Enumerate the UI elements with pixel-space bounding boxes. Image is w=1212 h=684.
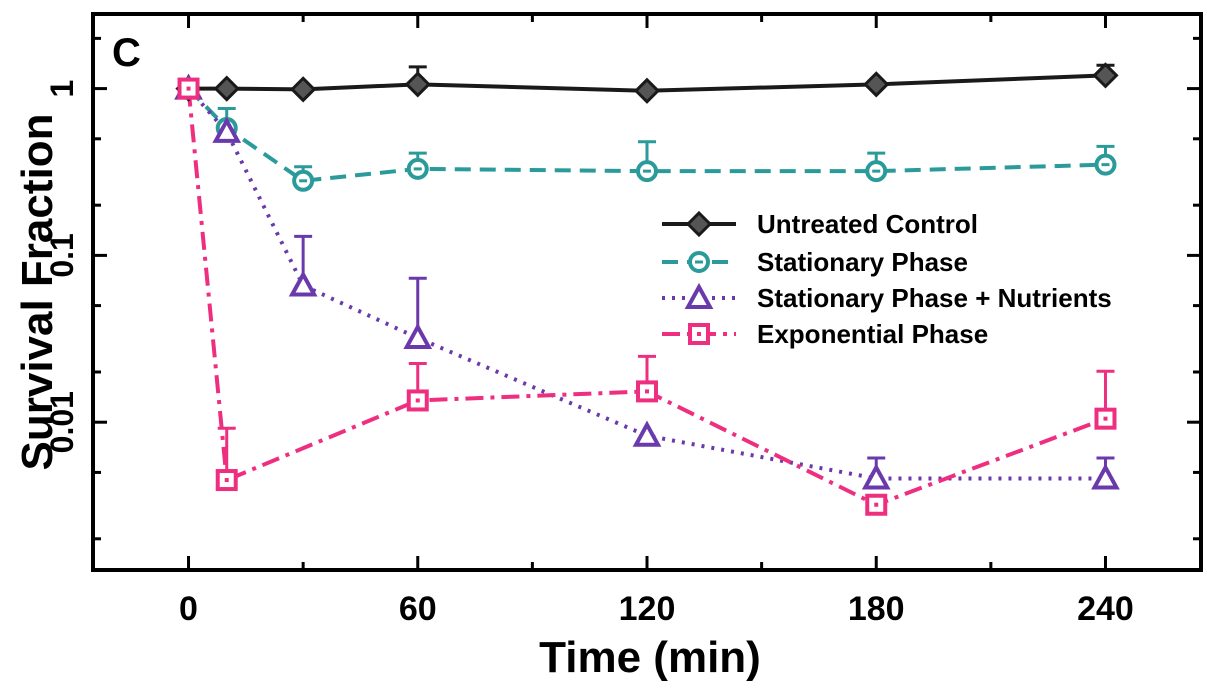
legend-label: Exponential Phase <box>757 319 988 349</box>
triangle-marker <box>288 270 318 297</box>
error-bars <box>217 63 1115 481</box>
legend-label: Stationary Phase <box>757 247 968 277</box>
legend-diamond-marker <box>685 210 713 238</box>
x-axis-title: Time (min) <box>539 633 761 682</box>
diamond-marker <box>863 71 890 98</box>
square-marker-center <box>697 332 701 336</box>
legend-triangle-marker <box>684 282 714 309</box>
triangle-marker <box>632 420 662 447</box>
y-tick-label: 0.1 <box>44 233 80 277</box>
series-line-3 <box>186 88 1107 507</box>
square-marker-center <box>1103 416 1108 421</box>
x-tick-label: 240 <box>1077 590 1134 628</box>
legend-label: Untreated Control <box>757 209 978 239</box>
x-tick-label: 60 <box>399 590 437 628</box>
data-markers <box>174 62 1120 516</box>
triangle-marker <box>861 463 891 490</box>
y-tick-labels: 1 0.1 0.01 <box>44 80 80 454</box>
y-axis-title: Survival Fraction <box>13 113 62 470</box>
x-tick-label: 0 <box>179 590 198 628</box>
square-marker-center <box>645 389 649 394</box>
x-tick-label: 120 <box>619 590 676 628</box>
legend-label: Stationary Phase + Nutrients <box>757 283 1112 313</box>
x-tick-labels: 0 60 120 180 240 <box>179 590 1134 628</box>
square-marker-center <box>874 502 879 507</box>
square-marker-center <box>186 86 191 91</box>
triangle-marker <box>1091 463 1120 490</box>
diamond-marker <box>633 77 661 104</box>
square-marker-center <box>224 478 229 483</box>
legend: Untreated Control Stationary Phase Station… <box>662 209 1112 349</box>
triangle-marker <box>403 322 433 349</box>
triangle-marker <box>212 116 242 143</box>
y-tick-label: 0.01 <box>44 391 80 453</box>
y-tick-label: 1 <box>44 80 80 98</box>
diamond-marker <box>290 76 317 103</box>
diamond-marker <box>213 75 240 102</box>
x-tick-label: 180 <box>848 590 905 628</box>
square-marker-center <box>415 398 420 403</box>
diamond-marker <box>404 71 431 98</box>
axis-ticks <box>93 14 1201 570</box>
panel-label: C <box>112 31 141 75</box>
diamond-marker <box>1092 62 1119 89</box>
